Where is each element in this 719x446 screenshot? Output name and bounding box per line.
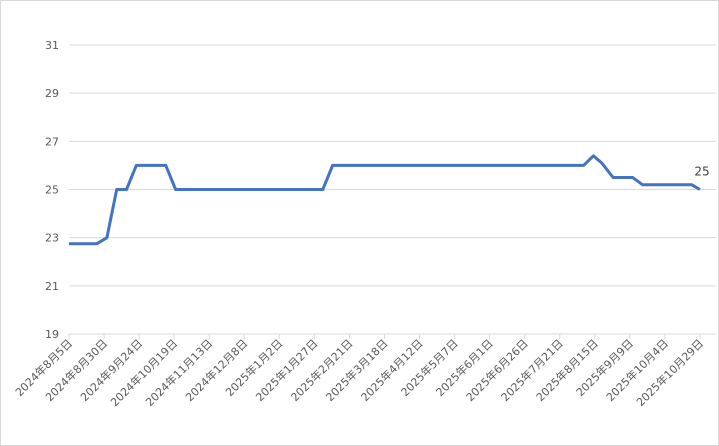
y-tick-label: 19 (45, 328, 59, 341)
line (69, 154, 701, 246)
data-label: 25 (694, 165, 709, 179)
y-tick-label: 25 (45, 184, 59, 197)
y-tick-label: 27 (45, 135, 59, 148)
y-tick-label: 31 (45, 39, 59, 52)
y-tick-label: 23 (45, 232, 59, 245)
y-tick-label: 21 (45, 280, 59, 293)
y-tick-label: 29 (45, 87, 59, 100)
